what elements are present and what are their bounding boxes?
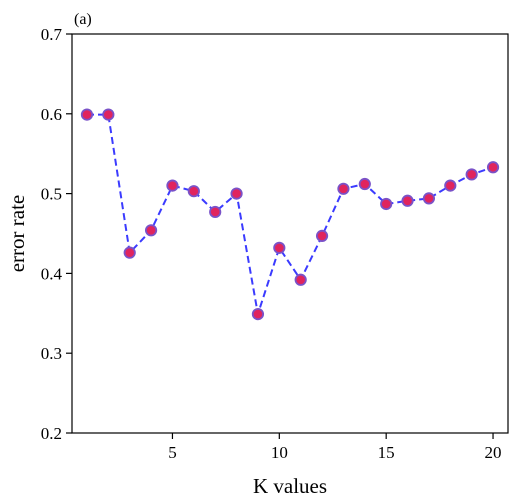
data-point-marker <box>486 161 500 174</box>
data-point-marker <box>144 224 158 237</box>
data-point-marker <box>422 192 436 205</box>
x-tick-label: 15 <box>378 443 395 462</box>
ticks: 0.2 0.3 0.4 0.5 0.6 0.7 5 10 15 20 <box>41 25 502 462</box>
y-tick-label: 0.2 <box>41 424 62 443</box>
x-axis-title: K values <box>253 474 327 498</box>
data-point-marker <box>187 185 200 198</box>
data-point-marker <box>230 187 243 200</box>
data-point-marker <box>294 273 307 286</box>
panel-label: (a) <box>74 11 92 28</box>
y-tick-label: 0.5 <box>41 185 62 204</box>
plot-frame <box>71 33 509 434</box>
data-point-marker <box>315 229 329 242</box>
y-tick-label: 0.3 <box>41 344 62 363</box>
y-axis-title: error rate <box>5 195 29 273</box>
data-point-marker <box>337 182 350 195</box>
x-tick-label: 5 <box>168 443 177 462</box>
data-point-marker <box>80 108 94 121</box>
axes <box>71 33 509 434</box>
markers-layer <box>80 108 500 321</box>
data-point-marker <box>102 108 115 121</box>
y-tick-label: 0.6 <box>41 105 62 124</box>
data-point-marker <box>166 179 179 192</box>
data-point-marker <box>273 241 286 254</box>
data-point-marker <box>209 205 222 219</box>
data-point-marker <box>401 194 414 207</box>
data-point-marker <box>444 179 457 192</box>
data-point-marker <box>358 177 371 191</box>
data-point-marker <box>380 197 393 211</box>
x-tick-label: 10 <box>271 443 288 462</box>
series-layer <box>87 113 494 315</box>
data-point-marker <box>251 307 265 321</box>
x-tick-label: 20 <box>485 443 502 462</box>
y-tick-label: 0.7 <box>41 25 63 44</box>
error-rate-series-line <box>87 113 494 315</box>
data-point-marker <box>465 168 478 181</box>
data-point-marker <box>123 246 136 259</box>
y-tick-label: 0.4 <box>41 264 63 283</box>
